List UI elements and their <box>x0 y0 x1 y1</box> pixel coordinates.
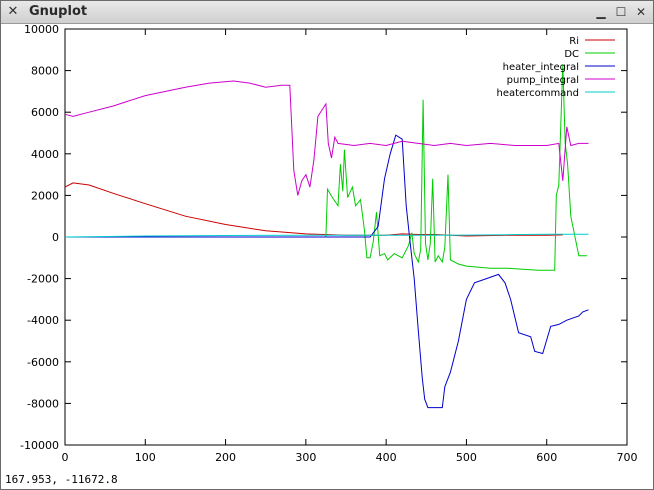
x-tick-label: 700 <box>617 451 638 464</box>
y-tick-label: 6000 <box>31 106 59 119</box>
y-tick-label: -2000 <box>27 273 59 286</box>
legend-label-Ri: Ri <box>569 36 579 47</box>
series-line-heater_integral <box>65 134 589 409</box>
series-line-Ri <box>64 182 563 237</box>
y-tick-label: 10000 <box>24 24 59 36</box>
series-line-pump_integral <box>64 80 589 196</box>
coordinate-readout: 167.953, -11672.8 <box>5 473 118 486</box>
x-tick-label: 100 <box>135 451 156 464</box>
window-close-icon[interactable]: ✕ <box>7 4 19 19</box>
x-tick-label: 300 <box>295 451 316 464</box>
x-tick-label: 400 <box>376 451 397 464</box>
close-icon[interactable]: ✕ <box>635 5 647 19</box>
y-tick-label: -6000 <box>27 356 59 369</box>
y-tick-label: 0 <box>52 231 59 244</box>
y-tick-label: 8000 <box>31 65 59 78</box>
legend-label-heater_integral: heater_integral <box>503 62 579 73</box>
plot-canvas[interactable]: 0 100 200 300 400 500 600 700 -10000 -8000 -6000 -4… <box>1 24 653 469</box>
series-line-DC <box>65 64 587 271</box>
y-tick-label: -8000 <box>27 397 59 410</box>
y-tick-label: -10000 <box>20 439 59 452</box>
y-tick-label: -4000 <box>27 314 59 327</box>
y-tick-label: 2000 <box>31 189 59 202</box>
y-tick-label: 4000 <box>31 148 59 161</box>
x-tick-label: 500 <box>456 451 477 464</box>
window-title: Gnuplot <box>29 4 88 19</box>
x-tick-label: 0 <box>62 451 69 464</box>
x-tick-label: 200 <box>215 451 236 464</box>
x-tick-label: 600 <box>536 451 557 464</box>
series-line-heatercommand <box>64 233 589 238</box>
maximize-icon[interactable]: ☐ <box>615 5 627 19</box>
title-bar[interactable]: ✕ Gnuplot ▁ ☐ ✕ <box>1 1 653 24</box>
legend-label-DC: DC <box>564 49 579 60</box>
legend-label-heatercommand: heatercommand <box>497 88 580 99</box>
minimize-icon[interactable]: ▁ <box>596 5 606 19</box>
legend-label-pump_integral: pump_integral <box>507 75 579 86</box>
